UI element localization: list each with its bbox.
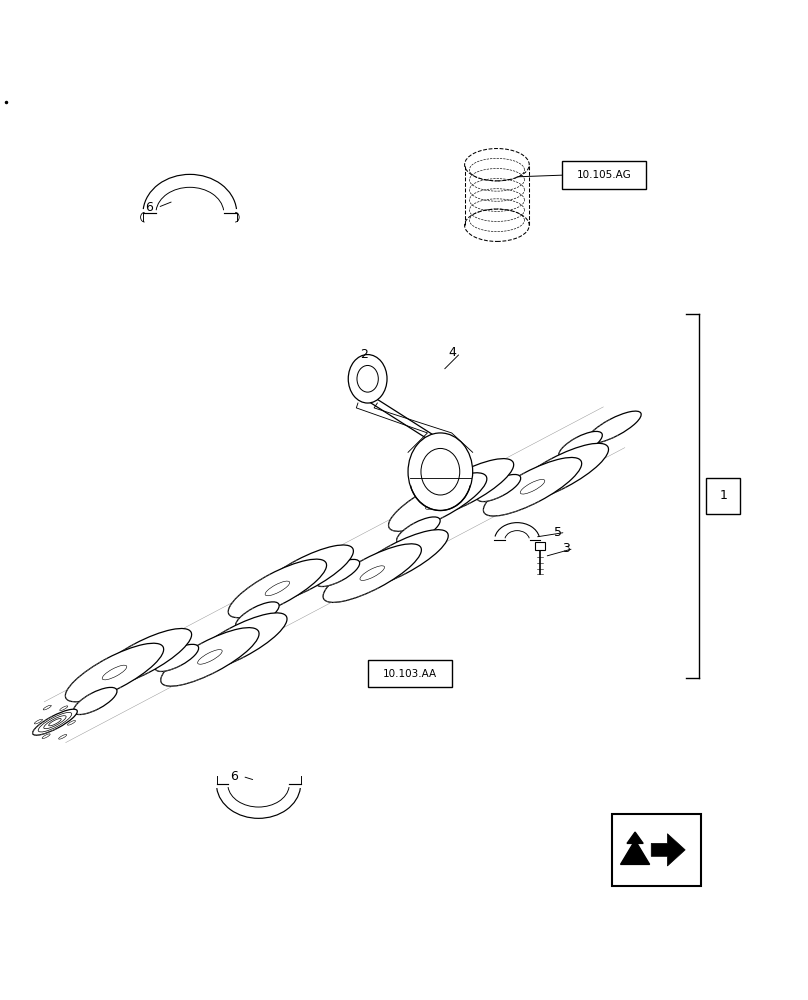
- Ellipse shape: [348, 355, 387, 403]
- Ellipse shape: [236, 602, 279, 629]
- FancyBboxPatch shape: [612, 814, 701, 886]
- Text: 10.103.AA: 10.103.AA: [383, 669, 437, 679]
- Ellipse shape: [477, 474, 520, 502]
- Ellipse shape: [397, 517, 440, 544]
- Ellipse shape: [155, 644, 199, 671]
- Text: 6: 6: [145, 201, 154, 214]
- FancyBboxPatch shape: [368, 660, 452, 687]
- Ellipse shape: [465, 149, 529, 181]
- Ellipse shape: [483, 457, 582, 516]
- Ellipse shape: [415, 459, 514, 517]
- Ellipse shape: [558, 431, 602, 459]
- Text: 2: 2: [360, 348, 368, 361]
- Ellipse shape: [255, 545, 353, 604]
- FancyBboxPatch shape: [535, 542, 545, 550]
- Ellipse shape: [67, 720, 75, 725]
- Ellipse shape: [93, 628, 191, 687]
- Ellipse shape: [587, 411, 642, 443]
- Ellipse shape: [59, 734, 67, 739]
- Ellipse shape: [389, 473, 487, 531]
- Text: 3: 3: [562, 542, 570, 555]
- Ellipse shape: [161, 628, 259, 686]
- Text: 1: 1: [719, 489, 727, 502]
- Ellipse shape: [189, 613, 287, 671]
- Ellipse shape: [35, 719, 43, 724]
- FancyBboxPatch shape: [562, 161, 646, 189]
- Polygon shape: [360, 396, 448, 445]
- Polygon shape: [651, 834, 685, 866]
- Ellipse shape: [74, 687, 117, 715]
- Text: 4: 4: [448, 346, 457, 359]
- Ellipse shape: [510, 443, 608, 502]
- Ellipse shape: [316, 559, 360, 587]
- Ellipse shape: [421, 448, 460, 495]
- Polygon shape: [627, 832, 643, 843]
- Ellipse shape: [42, 734, 50, 739]
- Ellipse shape: [323, 544, 422, 602]
- Ellipse shape: [60, 706, 68, 711]
- Ellipse shape: [357, 365, 378, 392]
- Ellipse shape: [228, 559, 326, 618]
- Ellipse shape: [32, 709, 78, 735]
- Text: 5: 5: [553, 526, 562, 539]
- Ellipse shape: [65, 643, 164, 702]
- Ellipse shape: [408, 433, 473, 511]
- Ellipse shape: [43, 705, 51, 710]
- Text: 10.105.AG: 10.105.AG: [577, 170, 631, 180]
- FancyBboxPatch shape: [706, 478, 740, 514]
- Polygon shape: [621, 840, 650, 864]
- Ellipse shape: [350, 530, 448, 588]
- Text: 6: 6: [230, 770, 238, 783]
